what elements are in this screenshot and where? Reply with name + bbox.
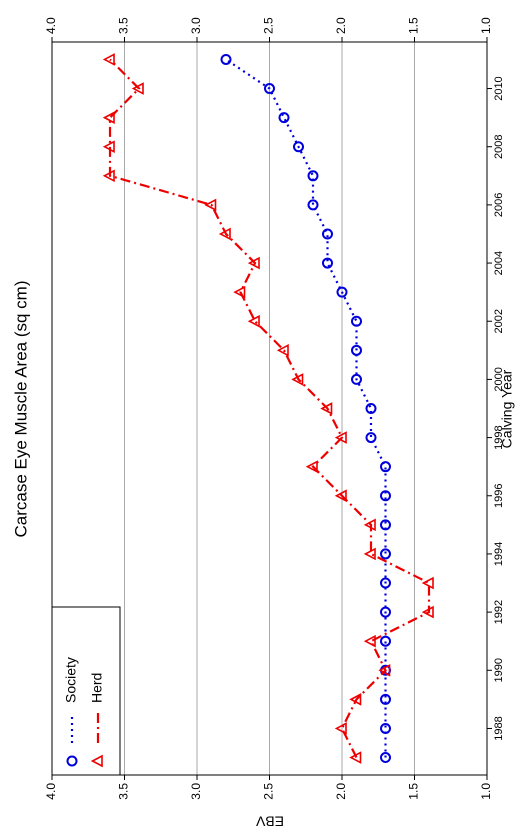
x-tick-label: 1996	[493, 484, 505, 508]
marker	[322, 228, 333, 240]
marker	[278, 112, 290, 124]
marker	[307, 199, 319, 211]
y2-tick-label: 1.0	[479, 17, 493, 34]
x-tick-label: 2000	[493, 367, 505, 391]
marker	[336, 286, 348, 298]
x-tick-label: 1994	[493, 542, 505, 566]
y2-tick-label: 2.0	[334, 17, 348, 34]
y2-tick-label: 3.5	[117, 17, 131, 34]
marker	[102, 53, 115, 66]
marker	[334, 489, 347, 503]
marker	[291, 373, 304, 386]
marker	[233, 285, 246, 299]
marker	[380, 752, 391, 764]
series-line	[108, 58, 431, 759]
marker	[247, 256, 260, 270]
x-tick-label: 2002	[493, 309, 505, 333]
y2-tick-label: 4.0	[44, 17, 58, 34]
marker	[90, 754, 103, 768]
marker	[320, 402, 333, 415]
x-tick-label: 2004	[493, 251, 505, 275]
marker	[264, 83, 275, 95]
marker	[276, 344, 289, 357]
marker	[421, 576, 434, 590]
marker	[380, 693, 391, 705]
marker	[351, 344, 362, 356]
series-line	[225, 58, 387, 758]
y-tick-label: 3.5	[117, 783, 131, 800]
y-tick-label: 4.0	[44, 783, 58, 800]
y-tick-label: 2.0	[334, 783, 348, 800]
marker	[102, 111, 115, 124]
marker	[247, 314, 260, 328]
x-axis-label: Calving Year	[499, 369, 515, 448]
marker	[349, 751, 362, 764]
marker	[380, 490, 391, 502]
x-tick-label: 1998	[493, 425, 505, 449]
marker	[365, 403, 377, 414]
y-tick-label: 1.5	[407, 783, 421, 800]
x-tick-label: 1990	[493, 658, 505, 682]
marker	[204, 198, 217, 212]
plot-frame	[51, 41, 488, 776]
y2-tick-label: 1.5	[407, 17, 421, 34]
x-tick-label: 2010	[493, 76, 505, 100]
marker	[351, 373, 362, 385]
legend-box	[51, 606, 121, 776]
marker	[380, 461, 391, 473]
marker	[380, 606, 391, 618]
marker	[66, 755, 78, 767]
marker	[293, 141, 304, 153]
x-tick-label: 1988	[493, 716, 505, 740]
marker	[363, 518, 376, 532]
marker	[305, 460, 318, 473]
y-tick-label: 3.0	[189, 783, 203, 800]
marker	[220, 53, 232, 65]
marker	[322, 257, 333, 269]
marker	[131, 82, 144, 95]
chart-title: Carcase Eye Muscle Area (sq cm)	[11, 281, 30, 538]
marker	[363, 634, 376, 648]
marker	[421, 605, 434, 619]
legend-label: Society	[63, 657, 79, 703]
x-tick-label: 2008	[493, 134, 505, 158]
marker	[378, 663, 391, 677]
marker	[380, 635, 391, 647]
legend-label: Herd	[89, 673, 105, 703]
y2-tick-label: 3.0	[189, 17, 203, 34]
x-tick-label: 1992	[493, 600, 505, 624]
marker	[102, 169, 115, 183]
marker	[334, 431, 347, 444]
marker	[102, 140, 115, 154]
marker	[365, 432, 377, 444]
x-tick-label: 2006	[493, 193, 505, 217]
y-axis-label: EBV	[255, 813, 284, 829]
marker	[334, 722, 347, 735]
marker	[307, 170, 319, 182]
marker	[363, 547, 376, 561]
marker	[351, 315, 362, 327]
y-tick-label: 1.0	[479, 783, 493, 800]
y2-tick-label: 2.5	[262, 17, 276, 34]
y-tick-label: 2.5	[262, 783, 276, 800]
marker	[380, 577, 391, 589]
marker	[380, 722, 391, 734]
marker	[380, 519, 391, 531]
marker	[218, 227, 231, 241]
marker	[349, 693, 362, 706]
marker	[380, 548, 391, 560]
